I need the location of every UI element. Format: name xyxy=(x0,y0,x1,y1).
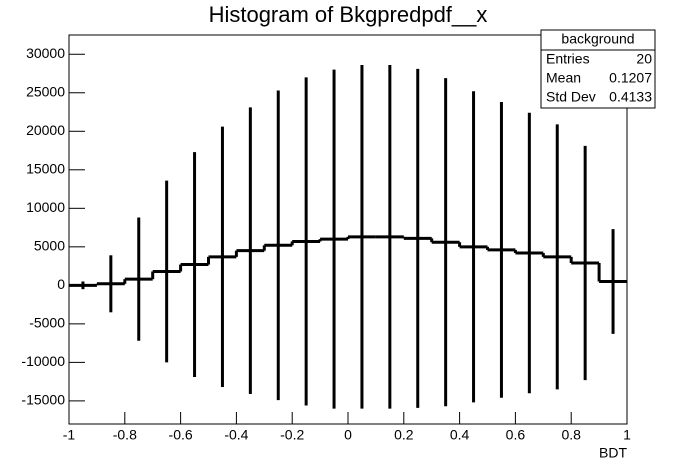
y-tick-label: -5000 xyxy=(29,315,65,331)
y-tick-label: 30000 xyxy=(26,45,65,61)
x-tick-label: 1 xyxy=(623,427,631,443)
stats-title: background xyxy=(561,31,634,47)
y-tick-label: -10000 xyxy=(21,353,65,369)
x-tick-label: 0.2 xyxy=(394,427,414,443)
x-tick-label: -0.2 xyxy=(280,427,304,443)
stats-label: Mean xyxy=(546,70,581,86)
y-tick-label: -15000 xyxy=(21,392,65,408)
chart-title: Histogram of Bkgpredpdf__x xyxy=(209,2,488,27)
stats-value: 0.4133 xyxy=(609,89,652,105)
x-tick-label: -1 xyxy=(63,427,76,443)
stats-value: 0.1207 xyxy=(609,70,652,86)
y-tick-label: 5000 xyxy=(34,238,65,254)
stats-value: 20 xyxy=(636,51,652,67)
stats-label: Std Dev xyxy=(546,89,596,105)
x-tick-label: -0.4 xyxy=(224,427,248,443)
x-tick-label: 0.8 xyxy=(561,427,581,443)
stats-box xyxy=(540,29,656,109)
y-tick-label: 15000 xyxy=(26,161,65,177)
y-tick-label: 20000 xyxy=(26,122,65,138)
x-tick-label: 0.6 xyxy=(506,427,526,443)
x-tick-label: 0 xyxy=(344,427,352,443)
x-axis-label: BDT xyxy=(599,445,627,461)
x-tick-label: -0.6 xyxy=(169,427,193,443)
x-tick-label: 0.4 xyxy=(450,427,470,443)
y-tick-label: 25000 xyxy=(26,83,65,99)
stats-label: Entries xyxy=(546,51,590,67)
y-tick-label: 10000 xyxy=(26,199,65,215)
x-tick-label: -0.8 xyxy=(113,427,137,443)
y-tick-label: 0 xyxy=(57,276,65,292)
